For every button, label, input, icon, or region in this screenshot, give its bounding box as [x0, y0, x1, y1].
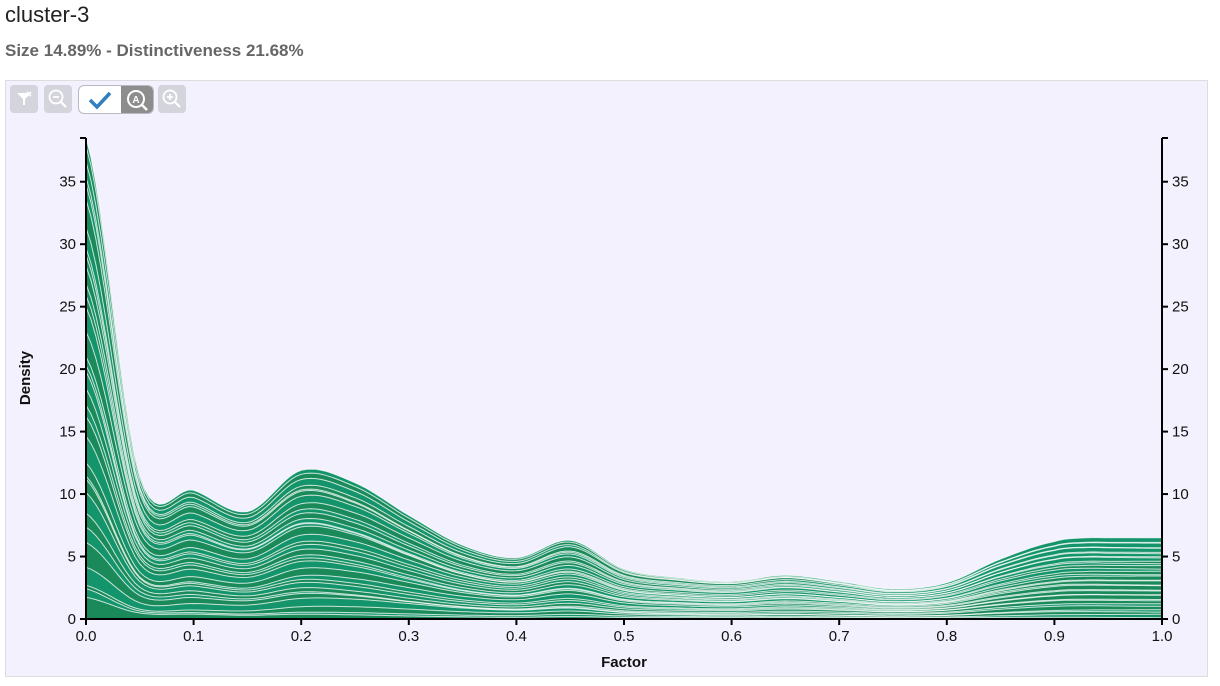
y-tick-label: 10 [59, 486, 76, 503]
density-band [86, 416, 1162, 608]
density-line [85, 416, 1163, 607]
chart-axes: 0 0 5 5 10 10 15 15 20 20 25 25 30 30 35 35 0.0 0.1 0.2 0.3… [59, 137, 1189, 645]
density-line [85, 388, 1162, 606]
density-line [85, 588, 1162, 618]
density-band [86, 138, 1162, 591]
density-band [86, 161, 1162, 592]
y-tick-label: 35 [59, 174, 76, 191]
density-band [86, 331, 1162, 602]
y-tick-label-right: 20 [1172, 361, 1189, 378]
density-line [85, 331, 1162, 603]
auto-zoom-knob: A [121, 86, 153, 113]
density-line [85, 145, 1162, 591]
filter-icon [17, 91, 32, 105]
density-band [86, 307, 1162, 602]
y-tick-label-right: 5 [1172, 549, 1180, 566]
density-line [85, 184, 1163, 593]
x-tick-label: 1.0 [1152, 628, 1173, 645]
density-band [86, 585, 1162, 618]
density-areas [86, 138, 1162, 619]
y-tick-label: 25 [59, 299, 76, 316]
chart-title: cluster-3 [5, 2, 90, 27]
x-tick-label: 0.6 [721, 628, 742, 645]
y-tick-label-right: 15 [1172, 424, 1189, 441]
y-tick-label: 0 [68, 611, 76, 628]
density-band [86, 388, 1162, 606]
density-line [85, 227, 1162, 595]
zoom-out-button[interactable] [44, 85, 72, 113]
density-line [85, 512, 1163, 613]
density-band [86, 365, 1162, 605]
density-line [85, 306, 1162, 601]
density-line [85, 596, 1162, 619]
y-tick-label: 30 [59, 236, 76, 253]
density-band [86, 266, 1162, 598]
density-line [85, 371, 1162, 605]
density-band [86, 184, 1162, 594]
zoom-in-button[interactable] [158, 85, 186, 113]
x-tick-label: 0.0 [76, 628, 97, 645]
x-tick-label: 0.7 [829, 628, 850, 645]
x-tick-label: 0.4 [506, 628, 527, 645]
density-band [86, 597, 1162, 619]
density-line [85, 526, 1162, 614]
density-line [85, 566, 1163, 617]
density-line [85, 405, 1163, 606]
x-tick-label: 0.1 [183, 628, 204, 645]
y-tick-label-right: 25 [1172, 299, 1189, 316]
density-band [86, 295, 1162, 600]
density-line [85, 283, 1162, 599]
density-line [85, 295, 1162, 600]
density-line [85, 436, 1162, 608]
density-band [86, 513, 1162, 614]
density-line [85, 541, 1163, 615]
density-line [85, 475, 1162, 610]
density-line [85, 462, 1162, 609]
density-line [85, 478, 1162, 611]
density-band [86, 542, 1162, 616]
y-tick-label-right: 10 [1172, 486, 1189, 503]
x-tick-label: 0.3 [398, 628, 419, 645]
auto-zoom-toggle[interactable]: A [78, 85, 154, 114]
filter-button[interactable] [10, 85, 38, 113]
y-tick-label-right: 35 [1172, 174, 1189, 191]
x-tick-label: 0.8 [936, 628, 957, 645]
density-band [86, 462, 1162, 610]
density-band [86, 479, 1162, 612]
check-icon [87, 88, 113, 113]
y-tick-label: 5 [68, 549, 76, 566]
y-tick-label-right: 30 [1172, 236, 1189, 253]
density-band [86, 255, 1162, 598]
y-axis-label: Density [17, 350, 34, 405]
x-tick-label: 0.2 [291, 628, 312, 645]
density-line [85, 177, 1162, 592]
y-tick-label: 15 [59, 424, 76, 441]
svg-text:A: A [132, 95, 139, 106]
auto-zoom-icon: A [127, 89, 148, 111]
y-tick-label-right: 0 [1172, 611, 1180, 628]
chart-subtitle: Size 14.89% - Distinctiveness 21.68% [5, 41, 304, 60]
density-band [86, 527, 1162, 615]
x-tick-label: 0.9 [1044, 628, 1065, 645]
density-band [86, 567, 1162, 617]
density-line [85, 137, 1162, 590]
zoom-in-icon [162, 89, 181, 108]
density-line [85, 199, 1162, 594]
x-tick-label: 0.5 [614, 628, 635, 645]
zoom-out-icon [48, 89, 67, 108]
density-line [85, 248, 1162, 596]
x-axis-label: Factor [601, 654, 647, 671]
y-tick-label: 20 [59, 361, 76, 378]
density-line [85, 492, 1162, 612]
density-line [85, 265, 1162, 598]
density-line [85, 365, 1162, 604]
density-line [85, 356, 1163, 603]
density-lines [85, 137, 1163, 619]
